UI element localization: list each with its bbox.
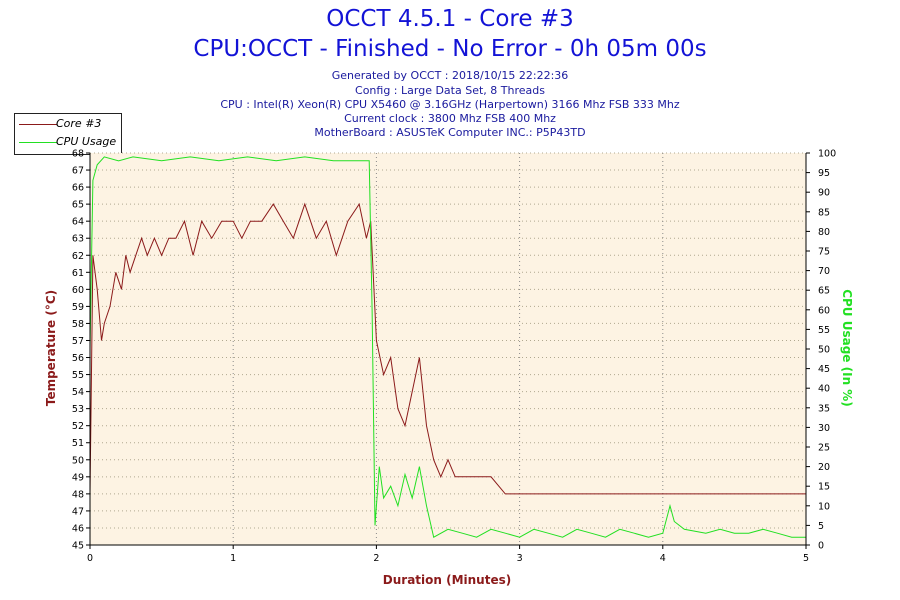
y-right-tick-label: 80 [818,227,830,238]
y-right-tick-label: 90 [818,188,830,199]
y-right-tick-label: 10 [818,501,830,512]
y-left-tick-label: 66 [72,183,84,194]
y-right-tick-label: 35 [818,403,830,414]
legend-cpu-label: CPU Usage [56,135,117,148]
y-right-tick-label: 5 [818,521,824,532]
y-left-tick-label: 60 [72,285,84,296]
y-right-tick-label: 30 [818,423,830,434]
y-right-tick-label: 25 [818,443,830,454]
motherboard-info: MotherBoard : ASUSTeK Computer INC.: P5P… [314,126,586,139]
chart-legend: Core #3 CPU Usage [14,113,122,155]
legend-core-swatch [19,124,57,125]
y-right-tick-label: 65 [818,286,830,297]
legend-item-core: Core #3 [15,115,121,133]
y-left-tick-label: 59 [72,302,84,313]
x-tick-label: 1 [230,553,236,564]
series-layer [89,156,806,538]
y-right-tick-label: 20 [818,462,830,473]
plot-background [90,153,806,545]
y-right-tick-label: 0 [818,541,824,552]
x-tick-label: 5 [803,553,809,564]
y-left-tick-label: 65 [72,200,84,211]
y-right-tick-label: 50 [818,345,830,356]
legend-item-cpu: CPU Usage [15,133,121,151]
y-left-tick-label: 51 [72,438,84,449]
series-line-core3 [89,202,806,495]
y-left-tick-label: 52 [72,421,84,432]
y-left-tick-label: 68 [72,149,84,160]
y-left-tick-label: 55 [72,370,84,381]
y-left-tick-label: 54 [72,387,84,398]
y-left-tick-label: 67 [72,166,84,177]
axes [86,152,810,549]
y-left-tick-label: 53 [72,404,84,415]
y-left-tick-label: 49 [72,472,84,483]
y-left-tick-label: 58 [72,319,84,330]
x-tick-label: 0 [87,553,93,564]
x-tick-label: 4 [660,553,666,564]
config-info: Config : Large Data Set, 8 Threads [355,84,545,97]
y-right-tick-label: 60 [818,305,830,316]
y-right-tick-label: 15 [818,482,830,493]
tick-labels: 4546474849505152535455565758596061626364… [72,149,836,565]
x-axis-label: Duration (Minutes) [383,573,511,587]
chart-subtitle: CPU:OCCT - Finished - No Error - 0h 05m … [193,36,707,62]
x-tick-label: 3 [517,553,523,564]
y-right-tick-label: 45 [818,364,830,375]
y-right-tick-label: 75 [818,247,830,258]
y-left-tick-label: 46 [72,523,84,534]
y-left-tick-label: 63 [72,234,84,245]
y-right-tick-label: 55 [818,325,830,336]
y-axis-right-label: CPU Usage (In %) [840,289,854,407]
legend-core-label: Core #3 [56,117,102,130]
legend-cpu-swatch [19,142,57,143]
plot-area [90,153,806,545]
x-tick-label: 2 [373,553,379,564]
y-left-tick-label: 47 [72,506,84,517]
y-left-tick-label: 62 [72,251,84,262]
y-axis-left-label: Temperature (°C) [44,290,58,406]
y-right-tick-label: 70 [818,266,830,277]
y-right-tick-label: 85 [818,207,830,218]
y-right-tick-label: 100 [818,149,836,160]
y-left-tick-label: 61 [72,268,84,279]
y-left-tick-label: 45 [72,541,84,552]
y-left-tick-label: 50 [72,455,84,466]
chart-title: OCCT 4.5.1 - Core #3 [326,6,574,32]
series-line-cpu-usage [89,156,806,538]
y-left-tick-label: 64 [72,217,84,228]
cpu-info: CPU : Intel(R) Xeon(R) CPU X5460 @ 3.16G… [220,98,680,111]
clock-info: Current clock : 3800 Mhz FSB 400 Mhz [344,112,556,125]
y-left-tick-label: 57 [72,336,84,347]
y-right-tick-label: 95 [818,168,830,179]
y-left-tick-label: 48 [72,489,84,500]
y-left-tick-label: 56 [72,353,84,364]
generated-info: Generated by OCCT : 2018/10/15 22:22:36 [331,69,569,82]
y-right-tick-label: 40 [818,384,830,395]
